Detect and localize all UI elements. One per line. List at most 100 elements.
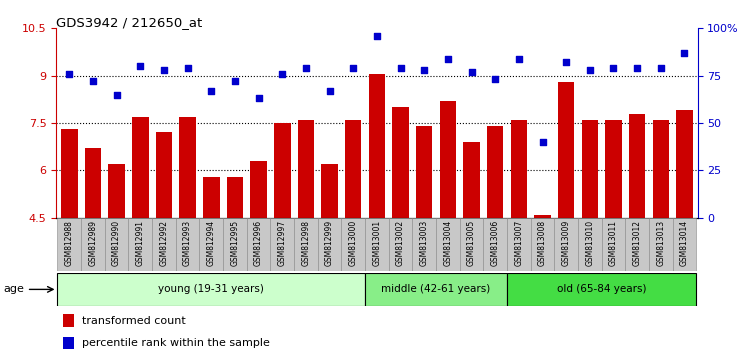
Bar (341, 218, 365, 271)
Text: GDS3942 / 212650_at: GDS3942 / 212650_at (56, 16, 202, 29)
Bar (176, 218, 200, 271)
Text: old (65-84 years): old (65-84 years) (557, 284, 646, 295)
Bar (105, 218, 128, 271)
Point (489, 76, 501, 82)
Text: GSM812989: GSM812989 (88, 220, 98, 266)
Point (87, 79, 99, 84)
Text: GSM812988: GSM812988 (64, 220, 74, 266)
Bar (128, 218, 152, 271)
Bar (483, 218, 507, 271)
Text: GSM812998: GSM812998 (302, 220, 310, 266)
Bar (368, 74, 386, 218)
Bar (558, 82, 574, 218)
Bar (436, 218, 460, 271)
Point (347, 65, 359, 71)
Bar (413, 218, 436, 271)
Bar (226, 177, 243, 218)
Text: GSM813011: GSM813011 (609, 220, 618, 266)
Bar (223, 218, 247, 271)
Point (323, 88, 335, 94)
Text: GSM812992: GSM812992 (160, 220, 169, 266)
Point (63, 71, 75, 76)
Point (584, 67, 596, 73)
Bar (531, 218, 554, 271)
Bar (81, 218, 105, 271)
Text: GSM812994: GSM812994 (207, 220, 216, 266)
Bar (602, 218, 625, 271)
Bar (676, 110, 693, 218)
Text: age: age (4, 284, 25, 294)
Bar (321, 164, 338, 218)
Text: GSM813008: GSM813008 (538, 220, 547, 266)
Bar (649, 218, 673, 271)
Bar (152, 218, 176, 271)
Point (419, 67, 430, 73)
Bar (673, 218, 696, 271)
Bar (605, 120, 622, 218)
Bar (554, 218, 578, 271)
Text: GSM812990: GSM812990 (112, 220, 121, 266)
Point (513, 56, 525, 62)
Bar (507, 273, 696, 306)
Bar (460, 218, 483, 271)
Bar (416, 126, 433, 218)
Bar (581, 120, 598, 218)
Text: transformed count: transformed count (82, 316, 186, 326)
Bar (200, 218, 223, 271)
Point (560, 59, 572, 65)
Point (394, 65, 406, 71)
Bar (58, 218, 81, 271)
Point (110, 92, 122, 97)
Bar (626, 218, 649, 271)
Bar (388, 218, 412, 271)
Bar (440, 101, 456, 218)
Bar (271, 218, 294, 271)
Point (229, 79, 241, 84)
Text: GSM813010: GSM813010 (585, 220, 594, 266)
Point (158, 67, 170, 73)
Text: GSM813002: GSM813002 (396, 220, 405, 266)
Bar (487, 126, 503, 218)
Point (182, 65, 194, 71)
Bar (392, 107, 409, 218)
Point (655, 65, 667, 71)
Bar (511, 120, 527, 218)
Text: GSM812996: GSM812996 (254, 220, 263, 266)
Bar (629, 114, 646, 218)
Bar (58, 273, 365, 306)
Point (276, 71, 288, 76)
Bar (298, 120, 314, 218)
Bar (507, 218, 531, 271)
Text: GSM813012: GSM813012 (633, 220, 642, 266)
Bar (464, 142, 480, 218)
Point (679, 50, 691, 56)
Bar (578, 218, 602, 271)
Bar (132, 117, 148, 218)
Bar (61, 129, 77, 218)
Bar (365, 218, 388, 271)
Point (300, 65, 312, 71)
Point (466, 69, 478, 75)
Text: GSM812993: GSM812993 (183, 220, 192, 266)
Point (206, 88, 218, 94)
Bar (108, 164, 124, 218)
Text: GSM813004: GSM813004 (443, 220, 452, 266)
Point (370, 33, 382, 39)
Text: GSM813013: GSM813013 (656, 220, 665, 266)
Point (608, 65, 619, 71)
Bar (534, 215, 550, 218)
Point (134, 63, 146, 69)
Text: GSM812991: GSM812991 (136, 220, 145, 266)
Bar (203, 177, 220, 218)
Text: GSM813006: GSM813006 (490, 220, 500, 266)
Point (632, 65, 644, 71)
Bar (63, 337, 74, 349)
Bar (318, 218, 341, 271)
Bar (365, 273, 507, 306)
Text: GSM813014: GSM813014 (680, 220, 689, 266)
Text: GSM812997: GSM812997 (278, 220, 286, 266)
Point (442, 56, 454, 62)
Bar (156, 132, 172, 218)
Bar (85, 148, 101, 218)
Bar (294, 218, 318, 271)
